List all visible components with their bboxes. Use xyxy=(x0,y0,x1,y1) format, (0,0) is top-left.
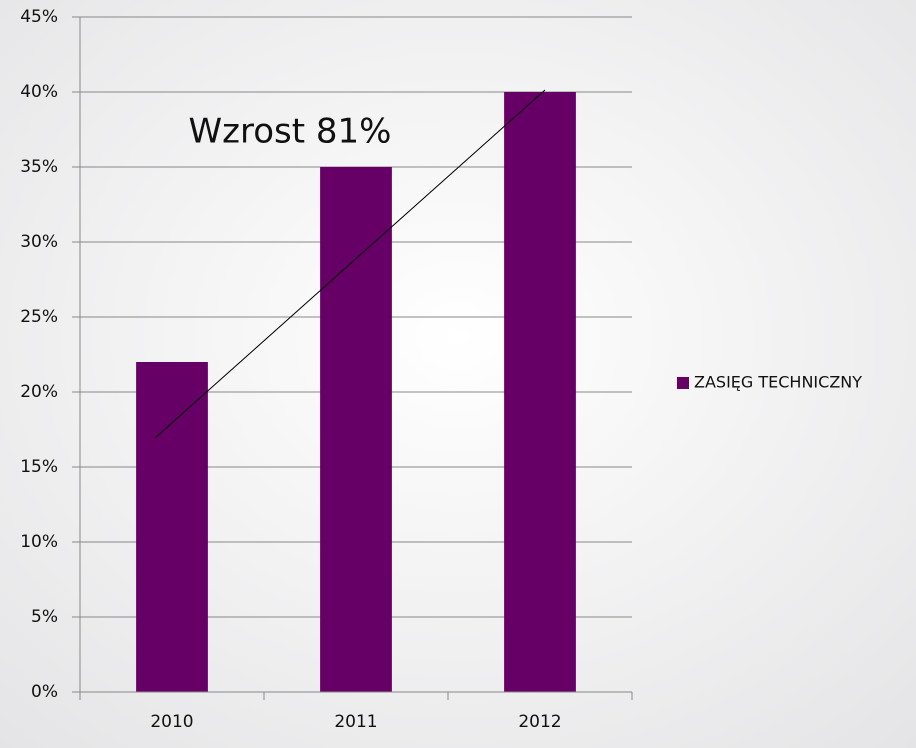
y-tick-label: 25% xyxy=(20,307,58,327)
y-tick-label: 0% xyxy=(31,682,58,702)
legend-label: ZASIĘG TECHNICZNY xyxy=(694,373,862,392)
y-tick-label: 40% xyxy=(20,82,58,102)
y-tick-label: 45% xyxy=(20,7,58,27)
x-tick-label: 2010 xyxy=(150,712,193,732)
y-tick-label: 5% xyxy=(31,607,58,627)
annotation: Wzrost 81% xyxy=(189,112,392,152)
bar xyxy=(504,92,576,692)
y-tick-label: 30% xyxy=(20,232,58,252)
y-tick-label: 15% xyxy=(20,457,58,477)
y-tick-label: 20% xyxy=(20,382,58,402)
y-tick-label: 10% xyxy=(20,532,58,552)
trend-line xyxy=(154,89,546,439)
x-tick-label: 2011 xyxy=(334,712,377,732)
y-tick-label: 35% xyxy=(20,157,58,177)
bar xyxy=(320,167,392,692)
labels: 0% 5% 10% 15% 20% 25% 30% 35% 40% 45% 2010 2011 2012… xyxy=(20,7,862,732)
x-tick-label: 2012 xyxy=(518,712,561,732)
bars xyxy=(136,92,576,692)
legend-swatch xyxy=(677,377,689,389)
bar xyxy=(136,362,208,692)
